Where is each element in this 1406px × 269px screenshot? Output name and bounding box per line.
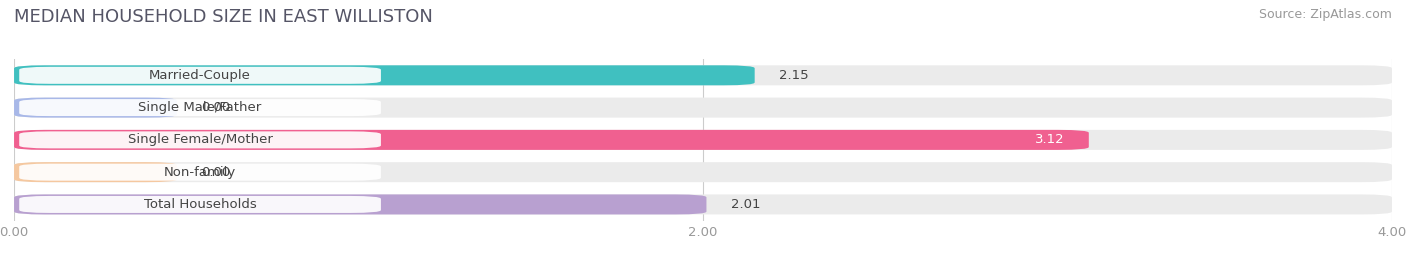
FancyBboxPatch shape xyxy=(20,164,381,181)
FancyBboxPatch shape xyxy=(14,65,755,85)
Text: Non-family: Non-family xyxy=(165,166,236,179)
Text: 0.00: 0.00 xyxy=(201,166,231,179)
FancyBboxPatch shape xyxy=(14,162,1392,182)
Text: MEDIAN HOUSEHOLD SIZE IN EAST WILLISTON: MEDIAN HOUSEHOLD SIZE IN EAST WILLISTON xyxy=(14,8,433,26)
FancyBboxPatch shape xyxy=(14,194,706,214)
Text: Married-Couple: Married-Couple xyxy=(149,69,252,82)
Text: 2.15: 2.15 xyxy=(779,69,808,82)
FancyBboxPatch shape xyxy=(20,196,381,213)
FancyBboxPatch shape xyxy=(20,131,381,148)
FancyBboxPatch shape xyxy=(14,130,1088,150)
FancyBboxPatch shape xyxy=(20,67,381,84)
Text: Single Male/Father: Single Male/Father xyxy=(138,101,262,114)
Text: 2.01: 2.01 xyxy=(731,198,761,211)
Text: Total Households: Total Households xyxy=(143,198,256,211)
FancyBboxPatch shape xyxy=(14,162,177,182)
FancyBboxPatch shape xyxy=(20,99,381,116)
FancyBboxPatch shape xyxy=(14,98,177,118)
FancyBboxPatch shape xyxy=(14,98,1392,118)
Text: 3.12: 3.12 xyxy=(1035,133,1064,146)
Text: Single Female/Mother: Single Female/Mother xyxy=(128,133,273,146)
FancyBboxPatch shape xyxy=(14,194,1392,214)
Text: Source: ZipAtlas.com: Source: ZipAtlas.com xyxy=(1258,8,1392,21)
Text: 0.00: 0.00 xyxy=(201,101,231,114)
FancyBboxPatch shape xyxy=(14,65,1392,85)
FancyBboxPatch shape xyxy=(14,130,1392,150)
